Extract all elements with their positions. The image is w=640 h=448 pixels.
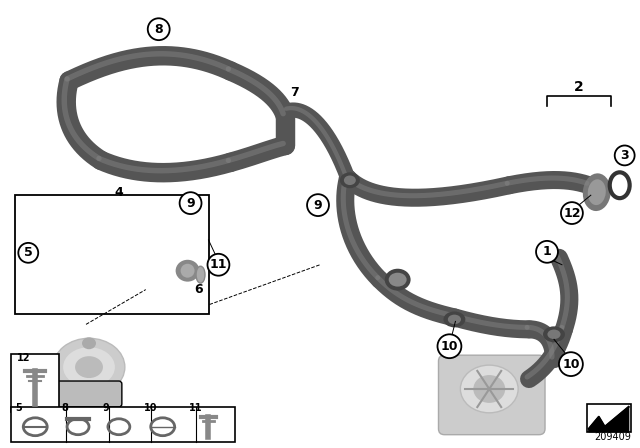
- FancyBboxPatch shape: [587, 404, 630, 432]
- Text: 2: 2: [574, 80, 584, 94]
- Ellipse shape: [474, 375, 505, 403]
- Ellipse shape: [444, 311, 465, 327]
- Text: 4: 4: [115, 186, 124, 199]
- Text: 7: 7: [290, 86, 298, 99]
- Ellipse shape: [543, 326, 565, 342]
- Text: 5: 5: [24, 246, 33, 259]
- Text: 11: 11: [210, 258, 227, 271]
- Ellipse shape: [344, 176, 356, 185]
- Text: 209409: 209409: [595, 432, 631, 442]
- Text: 10: 10: [144, 403, 157, 413]
- FancyBboxPatch shape: [56, 381, 122, 407]
- Circle shape: [19, 243, 38, 263]
- FancyBboxPatch shape: [15, 195, 209, 314]
- Circle shape: [438, 334, 461, 358]
- Ellipse shape: [388, 273, 406, 287]
- Polygon shape: [589, 407, 628, 432]
- Ellipse shape: [583, 173, 611, 211]
- Circle shape: [207, 254, 229, 276]
- FancyBboxPatch shape: [12, 407, 236, 442]
- Text: 9: 9: [186, 197, 195, 210]
- Circle shape: [307, 194, 329, 216]
- Text: 1: 1: [543, 246, 552, 258]
- Text: 12: 12: [563, 207, 580, 220]
- Text: 6: 6: [194, 283, 203, 296]
- Circle shape: [559, 352, 583, 376]
- Ellipse shape: [82, 337, 96, 349]
- Text: 9: 9: [103, 403, 109, 413]
- Text: 5: 5: [15, 403, 22, 413]
- Ellipse shape: [53, 338, 125, 396]
- Text: 10: 10: [441, 340, 458, 353]
- Ellipse shape: [75, 356, 103, 378]
- FancyBboxPatch shape: [438, 355, 545, 435]
- Circle shape: [614, 146, 635, 165]
- Text: 8: 8: [154, 23, 163, 36]
- Text: 3: 3: [620, 149, 629, 162]
- Ellipse shape: [340, 172, 360, 188]
- Circle shape: [148, 18, 170, 40]
- Ellipse shape: [63, 347, 115, 387]
- Ellipse shape: [180, 264, 195, 278]
- Circle shape: [536, 241, 558, 263]
- Ellipse shape: [547, 330, 561, 339]
- Ellipse shape: [588, 179, 606, 205]
- Text: 9: 9: [314, 198, 323, 211]
- Text: 10: 10: [562, 358, 580, 370]
- Circle shape: [180, 192, 202, 214]
- FancyBboxPatch shape: [12, 354, 59, 412]
- Ellipse shape: [460, 365, 518, 413]
- Text: 11: 11: [189, 403, 202, 413]
- Ellipse shape: [196, 266, 205, 283]
- Ellipse shape: [175, 260, 200, 282]
- Text: 8: 8: [61, 403, 68, 413]
- Text: 12: 12: [17, 353, 31, 363]
- Ellipse shape: [385, 269, 411, 291]
- Ellipse shape: [448, 314, 461, 324]
- Circle shape: [561, 202, 583, 224]
